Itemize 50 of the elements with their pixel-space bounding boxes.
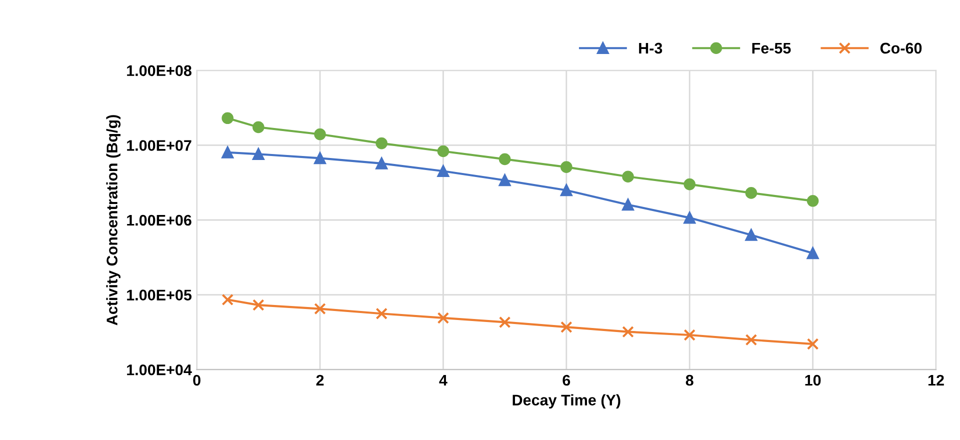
point (745, 187, 758, 199)
point (684, 178, 696, 190)
x-tick-label: 10 (805, 374, 821, 386)
point (684, 329, 696, 341)
point (376, 137, 388, 150)
point (498, 153, 511, 166)
point (806, 195, 819, 207)
point (622, 198, 634, 211)
x-tick-label: 6 (562, 374, 570, 386)
y-tick-label: 1.00E+06 (127, 214, 192, 226)
point (745, 334, 758, 346)
legend-label: Co-60 (880, 42, 922, 54)
y-tick-label: 1.00E+04 (127, 364, 192, 376)
point (806, 338, 819, 350)
point (745, 229, 758, 241)
x-tick-label: 8 (686, 374, 694, 386)
point (314, 302, 326, 315)
point (252, 148, 264, 160)
x-tick-label: 0 (193, 374, 200, 386)
point (560, 321, 572, 334)
x-tick-label: 12 (928, 374, 944, 386)
point (252, 121, 264, 134)
point (314, 128, 326, 140)
point (222, 146, 234, 158)
point (560, 184, 572, 196)
point (222, 294, 234, 306)
point (437, 312, 450, 324)
point (376, 158, 388, 170)
point (806, 247, 819, 260)
y-axis-title: Activity Concentration (Bq/g) (106, 115, 121, 326)
point (376, 308, 388, 320)
point (437, 145, 450, 158)
x-axis-title: Decay Time (Y) (512, 394, 620, 408)
legend-label: H-3 (639, 42, 662, 54)
x-tick-label: 4 (439, 375, 448, 386)
point (222, 112, 234, 124)
point (498, 316, 511, 328)
point (622, 326, 634, 338)
point (684, 212, 696, 224)
point (437, 165, 450, 178)
x-tick-label: 2 (316, 374, 324, 386)
y-tick-label: 1.00E+07 (127, 140, 192, 151)
point (314, 152, 326, 164)
legend-label: Fe-55 (752, 42, 791, 54)
point (498, 174, 511, 186)
point (622, 170, 634, 183)
point (560, 161, 572, 173)
y-tick-label: 1.00E+08 (127, 65, 192, 76)
y-tick-label: 1.00E+05 (127, 290, 192, 300)
point (252, 299, 264, 311)
